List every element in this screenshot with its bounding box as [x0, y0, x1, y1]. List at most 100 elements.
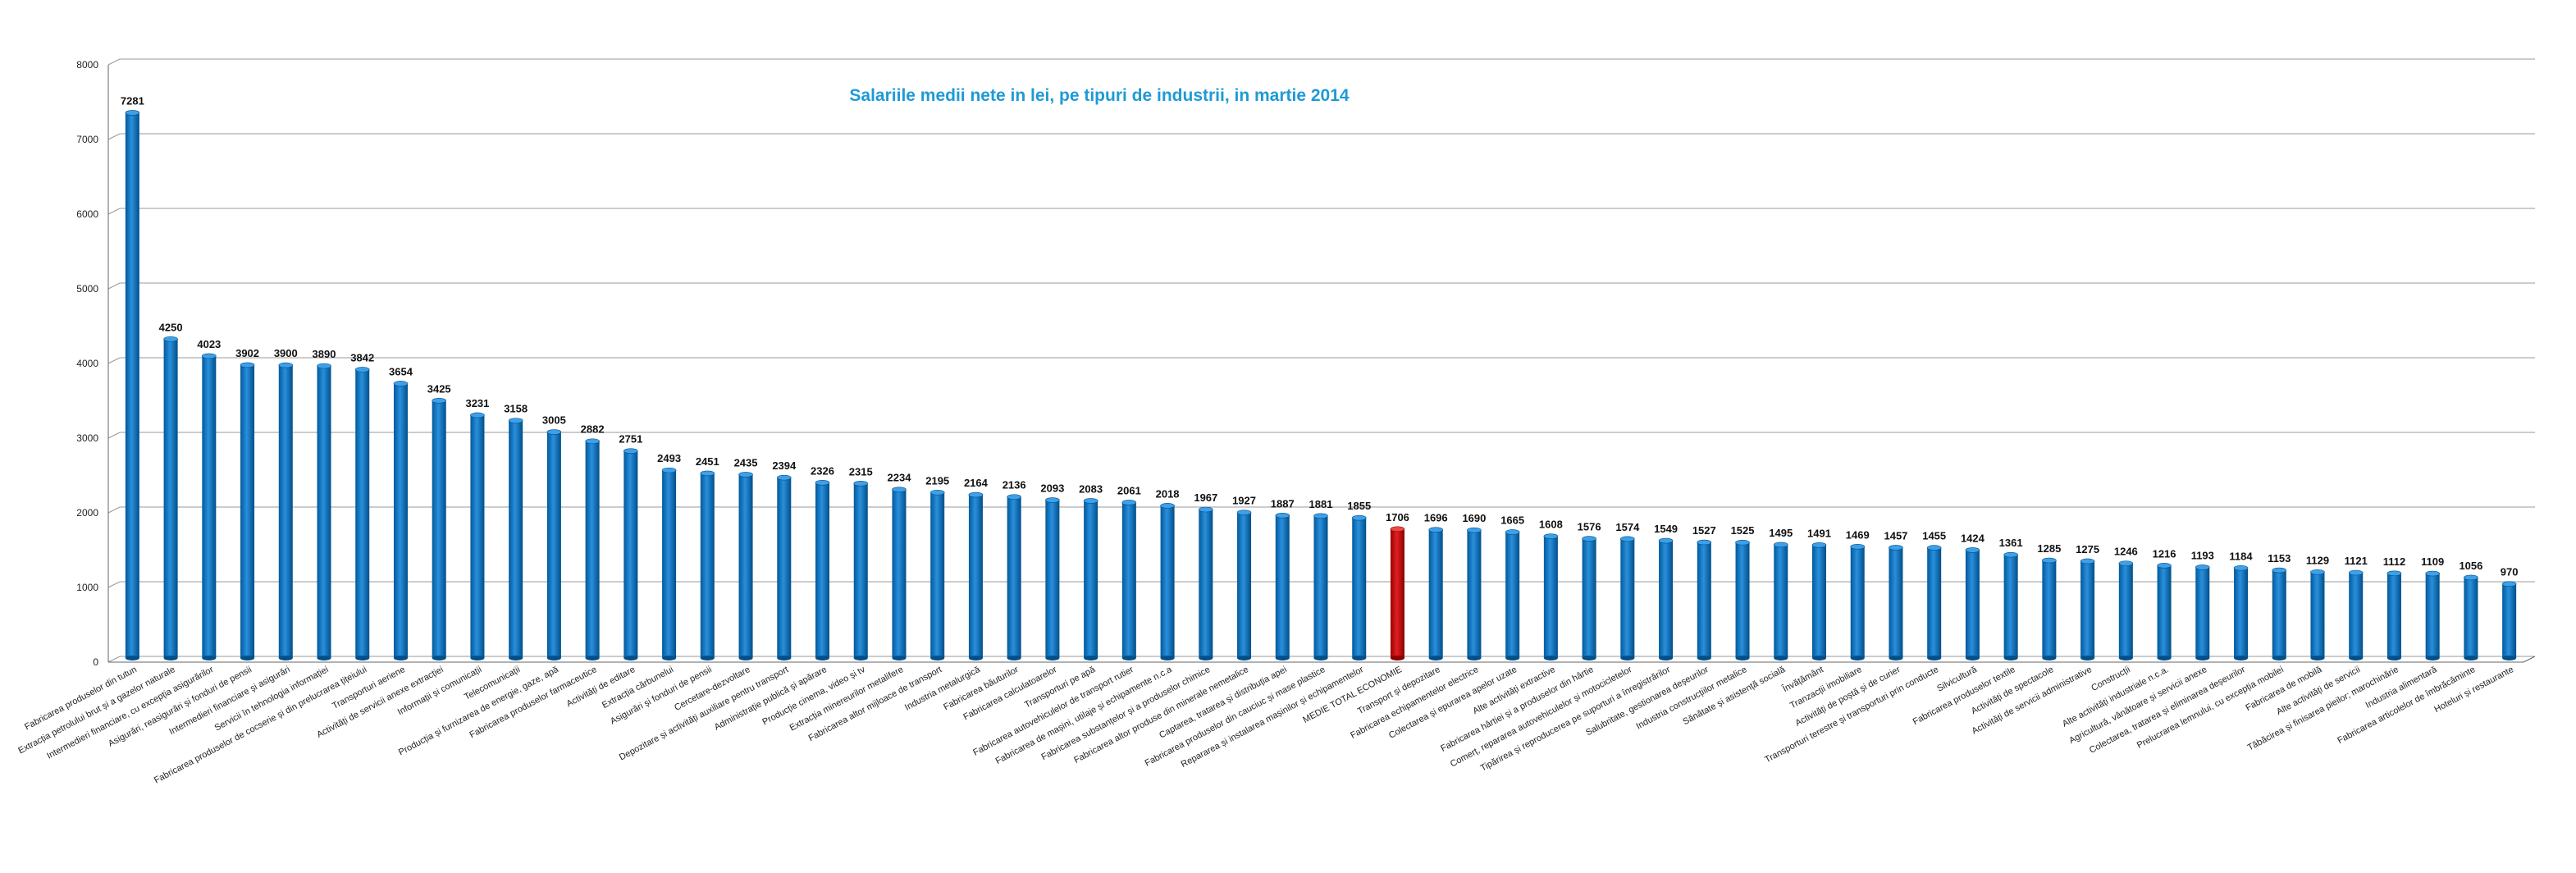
bar-body — [930, 492, 945, 658]
bar-cap — [1811, 542, 1827, 548]
category-label: Transporturi terestre și transporturi pr… — [1763, 665, 1940, 765]
bar-cap — [1313, 513, 1328, 519]
gridline-depth — [107, 506, 121, 514]
value-label: 3842 — [350, 351, 374, 363]
bar-base — [1352, 656, 1367, 660]
bar — [892, 487, 907, 660]
value-label: 3890 — [313, 348, 336, 360]
value-label: 3425 — [427, 382, 451, 395]
bar-base — [1313, 656, 1328, 660]
axes: 0 1000 2000 3000 4000 5000 6000 7000 8000 — [76, 59, 2536, 668]
category-labels: Fabricarea produselor din tutunExtracția… — [16, 664, 2515, 785]
gridline-depth — [107, 581, 121, 588]
bar — [2272, 567, 2287, 660]
bar-base — [2080, 656, 2095, 660]
bar-body — [1697, 542, 1711, 658]
bar-body — [1850, 546, 1865, 658]
bar-cap — [968, 491, 984, 498]
bar-base — [1582, 656, 1596, 660]
bar-base — [317, 656, 331, 660]
value-label: 4250 — [159, 321, 183, 333]
bar-cap — [2272, 567, 2287, 574]
bar-cap — [2003, 551, 2018, 558]
bar-base — [2042, 656, 2057, 660]
bar-base — [2502, 656, 2517, 660]
bar-base — [1620, 656, 1635, 660]
bar-body — [1927, 547, 1942, 658]
value-label: 2234 — [888, 472, 912, 484]
bar — [2464, 574, 2478, 660]
bar — [623, 448, 638, 660]
value-label: 1690 — [1462, 512, 1486, 524]
bar — [1735, 539, 1750, 660]
value-label: 1887 — [1271, 497, 1295, 510]
bar — [738, 472, 753, 660]
bar-cap — [2195, 564, 2210, 570]
bar-cap — [546, 429, 562, 435]
bar-cap — [1390, 526, 1405, 532]
bar-cap — [892, 487, 907, 493]
y-tick-label: 3000 — [76, 432, 98, 444]
bar-base — [2272, 656, 2286, 660]
bar — [508, 418, 523, 660]
bar-body — [1121, 502, 1136, 658]
value-label: 1608 — [1539, 519, 1563, 531]
bar — [2310, 569, 2325, 660]
value-label: 970 — [2501, 566, 2519, 578]
bar-base — [1927, 656, 1942, 660]
bar-base — [892, 656, 907, 660]
bar — [1160, 503, 1175, 660]
bar-base — [585, 656, 600, 660]
bar-body — [1275, 515, 1290, 658]
value-label: 2394 — [772, 459, 797, 472]
value-label: 1193 — [2191, 549, 2214, 561]
bar-cap — [585, 438, 600, 445]
gridline-depth — [107, 58, 121, 66]
value-label: 2326 — [811, 464, 834, 477]
bar-cap — [1007, 494, 1021, 500]
bar-body — [432, 400, 446, 658]
bar-cap — [1850, 544, 1866, 550]
bar-cap — [2118, 560, 2134, 566]
bar — [1007, 494, 1021, 660]
bar-cap — [240, 362, 255, 368]
value-label: 2164 — [964, 477, 989, 489]
bar — [700, 470, 715, 660]
bar — [776, 474, 792, 660]
bar-body — [585, 441, 600, 658]
value-label: 3158 — [504, 403, 528, 415]
bar-base — [2195, 656, 2210, 660]
bar-base — [2157, 656, 2172, 660]
bar-body — [1045, 500, 1060, 658]
bar-base — [1121, 656, 1136, 660]
bar-cap — [1505, 529, 1520, 535]
value-label: 1056 — [2459, 560, 2482, 572]
value-label: 2451 — [696, 455, 719, 468]
gridline-depth — [107, 133, 121, 140]
bar — [2080, 558, 2095, 660]
bar-cap — [163, 336, 178, 342]
bar-body — [1582, 538, 1596, 658]
value-label: 1469 — [1846, 528, 1870, 541]
bar-body — [1352, 518, 1367, 658]
bars — [125, 110, 2517, 660]
bar-body — [623, 450, 638, 658]
bar-body — [1965, 550, 1980, 658]
bar — [1236, 510, 1252, 660]
value-label: 1527 — [1692, 524, 1716, 537]
value-label: 2493 — [657, 452, 681, 464]
bar — [2386, 570, 2402, 660]
bar-body — [2425, 574, 2440, 658]
bar-cap — [1773, 542, 1788, 548]
y-tick-label: 4000 — [76, 358, 98, 369]
bar-cap — [2464, 574, 2478, 581]
bar — [202, 353, 217, 660]
bar-base — [700, 656, 715, 660]
bar-cap — [393, 381, 409, 386]
bar-base — [393, 656, 408, 660]
bar-body — [1543, 536, 1558, 658]
bar-base — [240, 656, 255, 660]
gridline-depth — [107, 208, 121, 215]
bar-cap — [202, 353, 217, 359]
bar-body — [2464, 577, 2478, 658]
